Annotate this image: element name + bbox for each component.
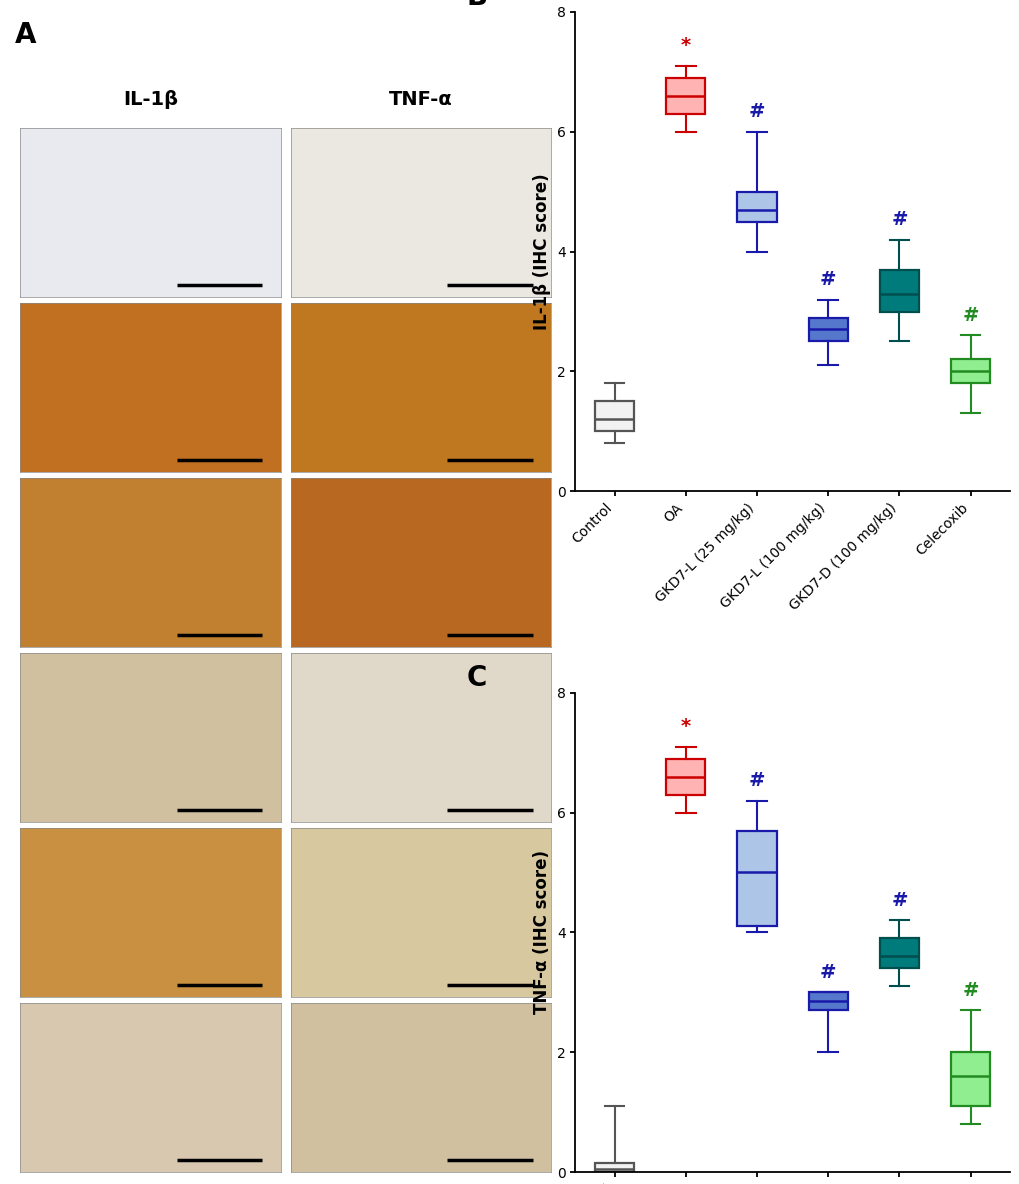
Y-axis label: IL-1β (IHC score): IL-1β (IHC score) <box>533 173 550 330</box>
PathPatch shape <box>950 360 989 384</box>
Text: #: # <box>819 270 836 289</box>
Text: A: A <box>15 21 37 50</box>
Y-axis label: TNF-α (IHC score): TNF-α (IHC score) <box>533 850 550 1015</box>
PathPatch shape <box>879 939 918 969</box>
Text: *: * <box>680 716 690 735</box>
Text: #: # <box>962 305 978 324</box>
Text: #: # <box>748 102 764 121</box>
PathPatch shape <box>879 270 918 311</box>
PathPatch shape <box>950 1053 989 1106</box>
PathPatch shape <box>594 401 634 431</box>
PathPatch shape <box>808 317 847 341</box>
PathPatch shape <box>737 830 775 926</box>
Text: TNF-α: TNF-α <box>389 90 452 109</box>
Text: *: * <box>680 36 690 54</box>
Text: #: # <box>748 771 764 790</box>
PathPatch shape <box>665 759 705 794</box>
PathPatch shape <box>594 1163 634 1172</box>
Text: #: # <box>819 963 836 982</box>
Text: #: # <box>891 210 907 229</box>
Text: #: # <box>891 890 907 909</box>
Text: #: # <box>962 980 978 999</box>
PathPatch shape <box>808 992 847 1010</box>
PathPatch shape <box>665 78 705 114</box>
Text: B: B <box>467 0 487 11</box>
PathPatch shape <box>737 192 775 221</box>
Text: IL-1β: IL-1β <box>123 90 178 109</box>
Text: C: C <box>467 664 487 691</box>
